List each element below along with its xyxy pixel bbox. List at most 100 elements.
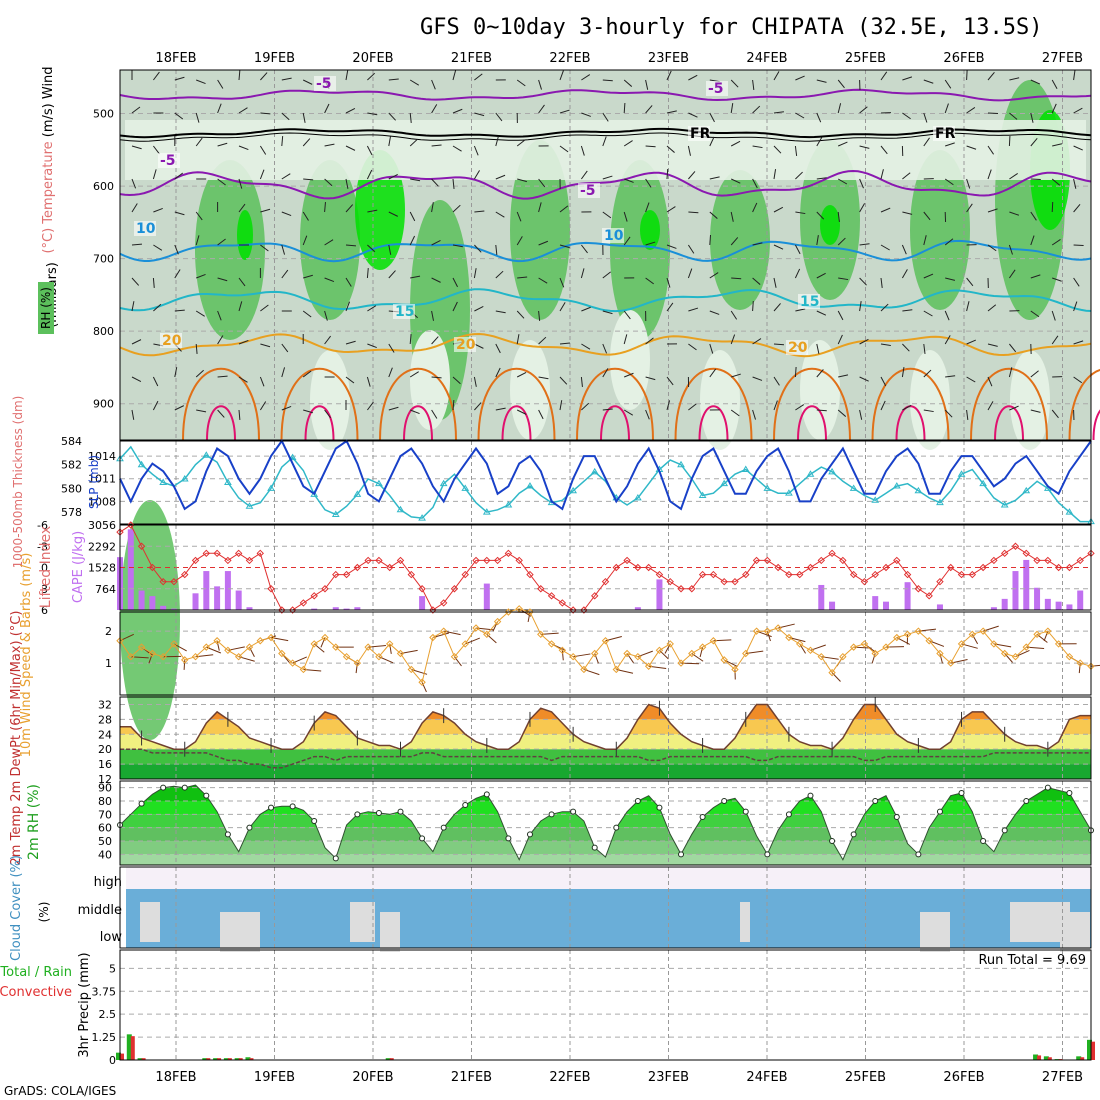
wind-barb <box>731 373 741 378</box>
wind-barb <box>1008 244 1013 255</box>
wind-barb <box>816 310 827 316</box>
wind-barb <box>794 145 798 156</box>
thickness-point <box>806 470 815 477</box>
wind-barb <box>431 240 441 246</box>
wind-barb <box>987 72 995 81</box>
precip-total-bar <box>1076 1056 1082 1060</box>
wind-barb <box>752 300 754 312</box>
wind-barb <box>752 79 755 90</box>
wind-barb <box>1073 301 1078 312</box>
wind-barb <box>837 211 840 222</box>
rh-point <box>1066 790 1073 796</box>
wind-barb <box>987 376 993 387</box>
thickness-point <box>849 484 858 491</box>
rh-point <box>829 838 836 844</box>
li-point <box>893 556 901 565</box>
cloud-gap <box>740 869 840 881</box>
wind-barb <box>345 244 357 247</box>
cape-bar <box>990 607 997 610</box>
rh-point <box>397 808 404 815</box>
li-point <box>795 570 804 579</box>
precip-tick-label: 1.25 <box>92 1031 117 1044</box>
thickness-tick-label: 580 <box>61 482 82 495</box>
wind-barb <box>859 376 869 382</box>
wind-barb <box>602 408 613 411</box>
contour-label: -5 <box>708 81 724 97</box>
wind-barb <box>709 112 715 123</box>
cape-bar <box>634 607 641 610</box>
li-point <box>267 585 275 593</box>
wind-barb <box>666 168 669 180</box>
wind-point <box>278 649 286 658</box>
li-point <box>386 563 394 572</box>
rh-point <box>354 811 361 818</box>
wind-barb <box>709 176 720 180</box>
temp-tick-label: 32 <box>98 698 112 711</box>
wind-barb <box>474 306 484 312</box>
wind-point <box>429 633 437 642</box>
wind-barb <box>1009 77 1020 81</box>
wind-barb <box>880 71 888 81</box>
wind-barb <box>538 277 548 284</box>
wind-barb <box>452 376 461 385</box>
wind-point <box>698 643 707 651</box>
wind-barb <box>388 112 396 121</box>
temp-line <box>120 703 1091 751</box>
wind-point <box>634 652 642 661</box>
wind-barb <box>281 244 286 255</box>
wind-point <box>310 640 318 648</box>
upper-air-frame <box>119 69 1092 441</box>
wind-barb <box>944 178 954 186</box>
wind-barb <box>174 211 185 216</box>
temp-tick-label: 20 <box>98 743 112 756</box>
wind-barb <box>752 105 761 114</box>
wind-barb <box>131 409 135 420</box>
wind-barb <box>559 302 566 312</box>
wind-barb <box>516 334 520 345</box>
wind-axis-label: 10m Wind Speed & Barbs (m/s) <box>19 553 34 758</box>
li-point <box>1065 563 1074 572</box>
top-date-label: 24FEB <box>746 51 787 66</box>
wind-barb <box>580 268 585 279</box>
thickness-point <box>396 505 405 513</box>
wind-barb <box>859 243 870 246</box>
wind-point <box>979 627 987 635</box>
precip-conv-bar <box>249 1058 254 1060</box>
li-point <box>127 521 135 529</box>
cape-bar <box>354 607 361 610</box>
wind-barb <box>859 106 868 114</box>
wind-barb <box>409 138 418 147</box>
wind-point <box>968 630 977 639</box>
contour-label: 15 <box>800 294 819 310</box>
wind-barb <box>281 405 292 411</box>
wind-barb <box>730 237 739 246</box>
wind-point <box>644 662 653 670</box>
wind-barb <box>1051 201 1054 213</box>
wind-barb <box>602 79 613 82</box>
wind-barb <box>966 106 976 114</box>
rh-tick-label: 40 <box>98 848 112 861</box>
li-point <box>947 563 955 572</box>
wind-barb <box>880 145 888 155</box>
wind-point <box>558 646 567 655</box>
wind-barb <box>773 376 780 386</box>
temp-frame <box>119 696 1092 780</box>
wind-barb <box>795 404 805 411</box>
axis-label-part: Wind <box>41 66 56 99</box>
cape-bar <box>138 590 145 610</box>
wind-barb <box>666 110 677 114</box>
wind-point <box>493 617 502 626</box>
bottom-date-label: 27FEB <box>1042 1070 1083 1085</box>
wind-barb <box>195 343 198 355</box>
wind-barb <box>709 272 719 279</box>
wind-barb <box>217 310 222 321</box>
wind-barb <box>131 178 137 189</box>
li-point <box>817 556 825 565</box>
rh-dry-area <box>410 330 450 430</box>
wind-barb <box>666 206 676 213</box>
wind-point <box>407 665 416 674</box>
cape-bar <box>419 596 426 610</box>
cape-bar <box>883 601 890 610</box>
wind-barb <box>367 343 377 349</box>
contour-label-bg <box>798 294 820 309</box>
